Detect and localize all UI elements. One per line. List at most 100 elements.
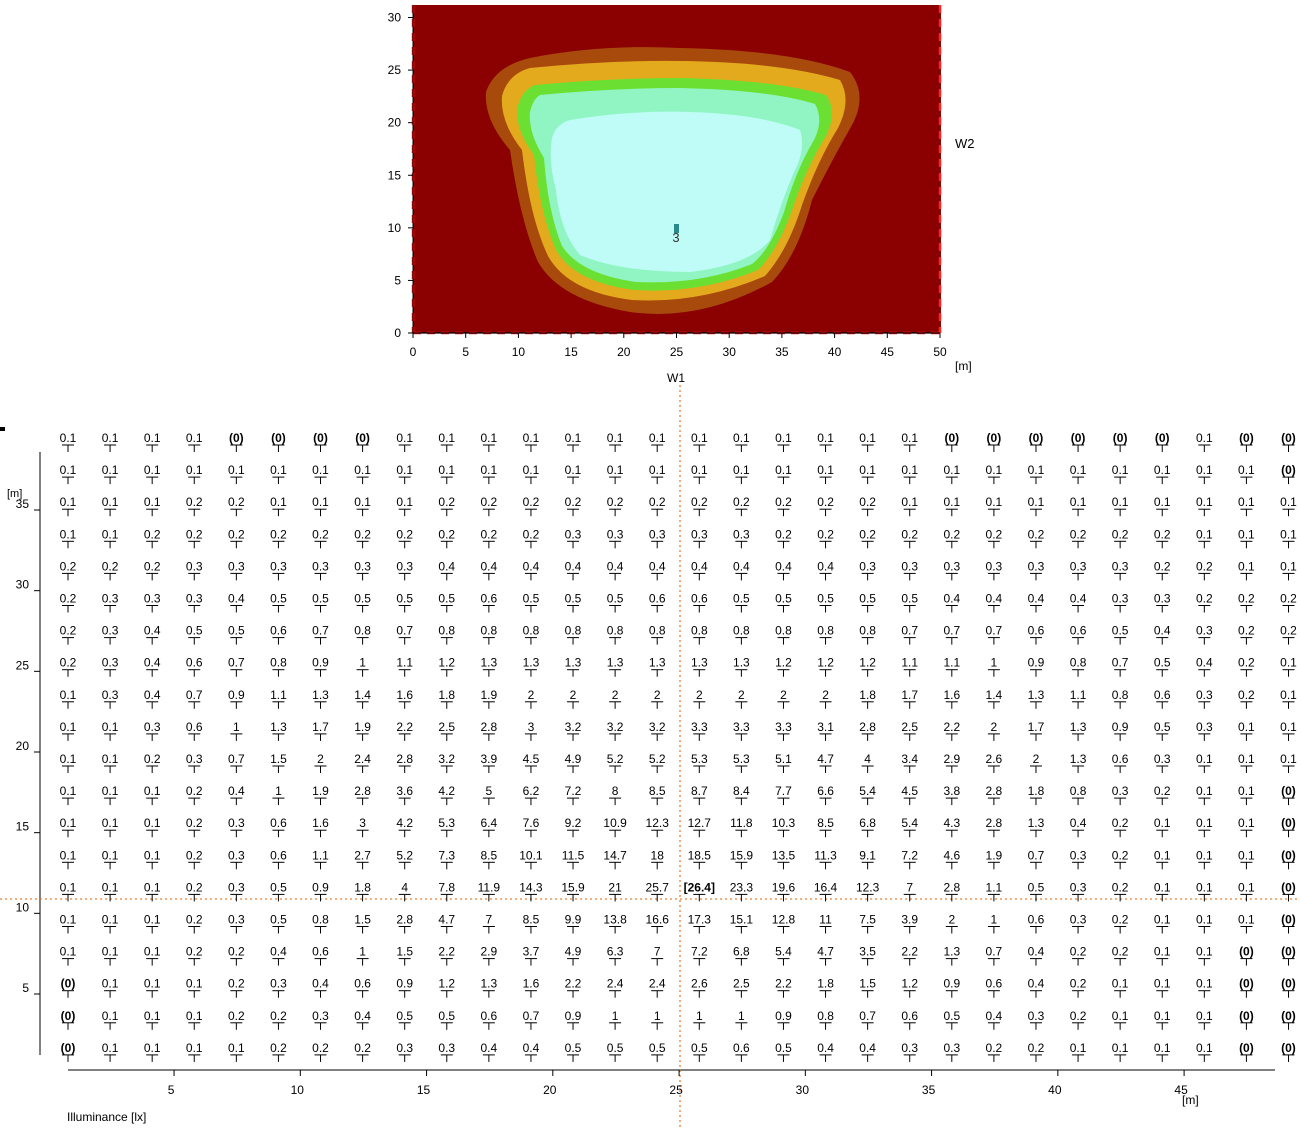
grid-cell-value: 0.3 xyxy=(691,527,708,541)
grid-cell: 2.4 xyxy=(607,977,624,998)
grid-cell: 19.6 xyxy=(772,880,795,902)
grid-cell-value: 0.8 xyxy=(1112,688,1129,702)
grid-cell-value: 0.3 xyxy=(649,527,666,541)
grid-cell-value: 0.5 xyxy=(901,592,918,606)
grid-x-tick-label: 25 xyxy=(669,1083,683,1097)
grid-cell-value: 0.3 xyxy=(986,559,1003,573)
grid-cell-value: 0.3 xyxy=(312,1009,329,1023)
grid-cell-value: 3.2 xyxy=(438,752,455,766)
grid-cell: 1 xyxy=(987,656,1000,677)
grid-cell: 0.1 xyxy=(186,463,203,485)
grid-cell-value: 21 xyxy=(608,880,622,894)
grid-cell: 0.2 xyxy=(354,527,371,549)
grid-cell-value: 0.2 xyxy=(565,495,582,509)
grid-cell: 2.6 xyxy=(691,977,708,998)
grid-cell-value: 5.2 xyxy=(649,752,666,766)
grid-cell-value: 0.1 xyxy=(1154,880,1171,894)
grid-cell: 0.3 xyxy=(986,559,1003,581)
grid-cell-value: (0) xyxy=(1155,431,1170,445)
grid-cell-value: 0.2 xyxy=(775,495,792,509)
grid-cell: 0.2 xyxy=(1196,559,1213,581)
grid-cell: 4 xyxy=(398,880,411,902)
grid-cell-value: 0.1 xyxy=(943,463,960,477)
grid-cell: 8.5 xyxy=(649,784,666,806)
grid-cell: 0.8 xyxy=(565,624,582,645)
grid-cell: 1.4 xyxy=(354,688,371,709)
grid-y-tick-label: 30 xyxy=(16,578,30,592)
grid-cell: 1.3 xyxy=(481,977,498,998)
grid-cell-value: 7.7 xyxy=(775,784,792,798)
grid-cell: 0.5 xyxy=(438,592,455,613)
grid-cell-value: 0.1 xyxy=(1238,816,1255,830)
grid-cell: 0.9 xyxy=(1112,720,1129,741)
grid-cell: 0.2 xyxy=(691,495,708,517)
grid-cell: 0.4 xyxy=(270,945,287,966)
grid-cell-value: (0) xyxy=(1281,913,1296,927)
grid-cell: 0.4 xyxy=(1196,656,1213,677)
top-unit-label: [m] xyxy=(955,359,972,373)
grid-cell: 0.4 xyxy=(1070,592,1087,613)
grid-cell: 0.2 xyxy=(1112,945,1129,966)
grid-cell: 0.3 xyxy=(1196,624,1213,645)
grid-cell-value: 1 xyxy=(359,656,366,670)
grid-cell-value: 1.2 xyxy=(817,656,834,670)
grid-cell: 0.1 xyxy=(144,848,161,870)
grid-cell: 0.1 xyxy=(102,495,119,517)
grid-cell-value: 0.6 xyxy=(312,945,329,959)
grid-cell: 0.2 xyxy=(228,495,245,517)
grid-cell-value: 0.2 xyxy=(228,495,245,509)
grid-cell: 0.1 xyxy=(186,431,203,452)
grid-x-tick-label: 15 xyxy=(417,1083,431,1097)
grid-cell-value: 0.1 xyxy=(144,495,161,509)
grid-cell: 2.2 xyxy=(901,945,918,966)
grid-cell-value: 0.1 xyxy=(1154,495,1171,509)
grid-cell: 1 xyxy=(987,913,1000,934)
grid-cell: 0.1 xyxy=(1154,463,1171,485)
grid-cell: 1 xyxy=(609,1009,622,1030)
grid-cell: 0.1 xyxy=(859,431,876,452)
grid-cell: 0.1 xyxy=(1280,495,1297,517)
grid-cell: 0.4 xyxy=(943,592,960,613)
grid-cell: 3 xyxy=(356,816,369,838)
grid-cell: 0.2 xyxy=(986,1041,1003,1062)
grid-cell: 2.8 xyxy=(481,720,498,741)
grid-cell: 0.7 xyxy=(396,624,413,645)
grid-cell-value: 0.1 xyxy=(186,463,203,477)
grid-cell-value: 11 xyxy=(819,913,832,927)
grid-cell-value: (0) xyxy=(1239,977,1254,991)
grid-cell-value: 0.3 xyxy=(1070,880,1087,894)
grid-cell: 0.4 xyxy=(481,1041,498,1062)
grid-cell: 0.3 xyxy=(1112,559,1129,581)
grid-cell-value: 0.1 xyxy=(102,1041,119,1055)
grid-cell: 0.8 xyxy=(859,624,876,645)
grid-cell-value: 0.1 xyxy=(396,463,413,477)
grid-cell-value: 1 xyxy=(654,1009,661,1023)
grid-cell: (0) xyxy=(1281,431,1296,452)
grid-cell: 1.3 xyxy=(943,945,960,966)
grid-cell-value: 5.4 xyxy=(859,784,876,798)
grid-cell-value: 0.1 xyxy=(649,463,666,477)
grid-cell: 1.7 xyxy=(312,720,329,741)
grid-cell: 0.1 xyxy=(1238,913,1255,934)
grid-cell: 0.6 xyxy=(186,656,203,677)
grid-cell-value: 1 xyxy=(991,656,998,670)
grid-cell-value: 1.2 xyxy=(775,656,792,670)
grid-cell-value: (0) xyxy=(1239,1009,1254,1023)
grid-cell-value: 0.3 xyxy=(1196,688,1213,702)
grid-cell: 0.3 xyxy=(270,977,287,998)
grid-cell-value: 0.1 xyxy=(102,880,119,894)
grid-cell: (0) xyxy=(1155,431,1170,452)
grid-cell: 0.2 xyxy=(607,495,624,517)
grid-cell-value: 0.3 xyxy=(102,656,119,670)
grid-cell-value: 0.5 xyxy=(438,592,455,606)
grid-cell-value: 0.1 xyxy=(60,720,77,734)
grid-cell: 0.1 xyxy=(1238,816,1255,838)
grid-cell-value: 1.2 xyxy=(438,977,455,991)
grid-cell: 2.5 xyxy=(733,977,750,998)
grid-cell: 0.2 xyxy=(1238,624,1255,645)
grid-cell: 0.8 xyxy=(1070,656,1087,677)
grid-cell: (0) xyxy=(1239,945,1254,966)
grid-cell: 2.8 xyxy=(396,913,413,934)
grid-cell-value: 1.3 xyxy=(1028,688,1045,702)
grid-cell-value: 7.8 xyxy=(438,880,455,894)
